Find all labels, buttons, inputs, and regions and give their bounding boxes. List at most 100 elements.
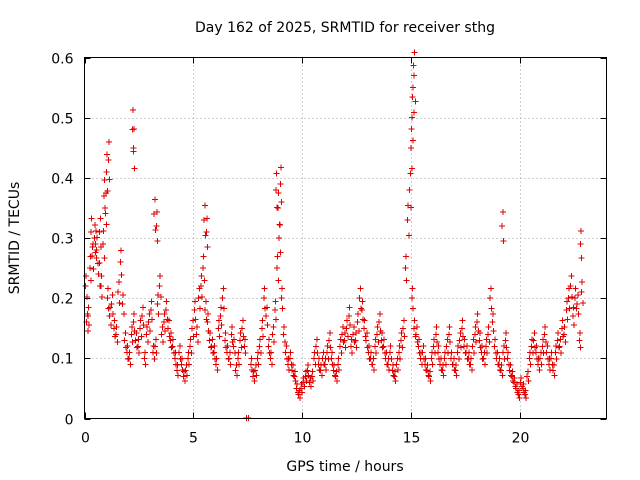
data-point — [505, 349, 512, 356]
data-point — [247, 361, 254, 368]
data-point — [331, 362, 338, 369]
data-point — [412, 98, 419, 105]
data-point — [273, 265, 280, 272]
data-point — [277, 164, 284, 171]
data-point — [137, 317, 144, 324]
data-point — [252, 362, 259, 369]
data-point — [550, 362, 557, 369]
data-point — [138, 333, 145, 340]
data-point — [136, 350, 143, 357]
data-point — [359, 298, 366, 305]
data-point — [122, 330, 129, 337]
data-point — [210, 350, 217, 357]
data-point — [126, 355, 133, 362]
data-point — [241, 343, 248, 350]
data-point — [416, 336, 423, 343]
data-point — [275, 277, 282, 284]
data-point — [442, 349, 449, 356]
data-point — [181, 368, 188, 375]
data-point — [178, 355, 185, 362]
data-point — [454, 349, 461, 356]
data-point — [387, 342, 394, 349]
data-point — [476, 330, 483, 337]
data-point — [258, 325, 265, 332]
data-point — [344, 333, 351, 340]
data-point — [160, 319, 167, 326]
data-point — [575, 310, 582, 317]
data-point — [141, 349, 148, 356]
data-point — [113, 323, 120, 330]
data-point — [250, 373, 257, 380]
data-point — [105, 156, 112, 163]
data-point — [540, 350, 547, 357]
data-point — [213, 355, 220, 362]
data-point — [275, 189, 282, 196]
data-point — [466, 349, 473, 356]
data-point — [94, 234, 101, 241]
data-point — [227, 361, 234, 368]
data-point — [270, 338, 277, 345]
data-point — [192, 316, 199, 323]
data-point — [176, 349, 183, 356]
data-point — [146, 311, 153, 318]
data-point — [363, 330, 370, 337]
data-point — [408, 114, 415, 121]
data-point — [307, 383, 314, 390]
data-point — [292, 368, 299, 375]
data-point — [206, 337, 213, 344]
data-point — [86, 265, 93, 272]
data-point — [420, 342, 427, 349]
data-point — [384, 361, 391, 368]
data-point — [503, 344, 510, 351]
data-point — [344, 317, 351, 324]
data-point — [121, 337, 128, 344]
data-point — [444, 350, 451, 357]
data-point — [133, 330, 140, 337]
data-point — [156, 283, 163, 290]
data-point — [263, 304, 270, 311]
data-point — [116, 299, 123, 306]
x-tick-label: 5 — [189, 431, 198, 447]
data-point — [569, 313, 576, 320]
data-point — [489, 319, 496, 326]
y-tick-label: 0.5 — [51, 112, 73, 128]
y-tick-label: 0.1 — [51, 352, 73, 368]
data-point — [487, 295, 494, 302]
data-point — [468, 366, 475, 373]
data-point — [339, 331, 346, 338]
data-point — [183, 372, 190, 379]
data-point — [300, 379, 307, 386]
data-point — [522, 387, 529, 394]
data-point — [153, 350, 160, 357]
data-point — [490, 327, 497, 334]
data-point — [160, 338, 167, 345]
data-point — [407, 170, 414, 177]
data-point — [492, 336, 499, 343]
data-point — [228, 323, 235, 330]
data-point — [217, 313, 224, 320]
data-point — [573, 305, 580, 312]
data-point — [361, 317, 368, 324]
data-point — [380, 343, 387, 350]
data-point — [392, 368, 399, 375]
data-point — [166, 333, 173, 340]
data-point — [126, 349, 133, 356]
data-point — [402, 265, 409, 272]
data-point — [413, 323, 420, 330]
data-point — [484, 331, 491, 338]
data-point — [558, 325, 565, 332]
data-point — [215, 325, 222, 332]
data-point — [157, 294, 164, 301]
data-point — [304, 367, 311, 374]
data-point — [485, 323, 492, 330]
data-point — [403, 277, 410, 284]
data-point — [198, 272, 205, 279]
data-point — [163, 307, 170, 314]
data-point — [201, 277, 208, 284]
data-point — [231, 350, 238, 357]
data-point — [207, 344, 214, 351]
data-point — [168, 344, 175, 351]
data-point — [272, 298, 279, 305]
data-point — [360, 325, 367, 332]
data-point — [353, 344, 360, 351]
